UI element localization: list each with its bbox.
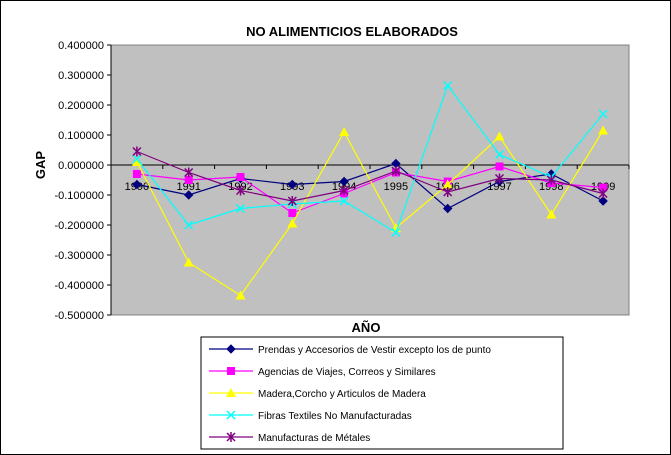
y-tick-label: -0.200000 <box>54 220 104 232</box>
legend-marker <box>226 344 236 354</box>
y-tick-label: 0.300000 <box>58 70 104 82</box>
data-point <box>287 218 298 228</box>
legend-entry: Manufacturas de Métales <box>209 432 370 444</box>
legend-entry: Fibras Textiles No Manufacturadas <box>209 410 412 422</box>
legend-label: Fibras Textiles No Manufacturadas <box>258 411 412 422</box>
legend-entry: Agencias de Viajes, Correos y Similares <box>209 367 436 378</box>
data-point <box>599 183 608 192</box>
data-point <box>495 162 504 171</box>
data-point <box>132 154 142 164</box>
data-point <box>442 203 453 214</box>
legend-label: Manufacturas de Métales <box>258 433 370 444</box>
marker-stroke <box>235 203 246 214</box>
legend-label: Madera,Corcho y Articulos de Madera <box>258 389 426 400</box>
data-point <box>391 166 401 176</box>
x-tick-label: 1991 <box>176 181 200 193</box>
data-point <box>443 80 453 91</box>
y-tick-label: -0.300000 <box>54 250 104 262</box>
legend-marker <box>226 388 236 397</box>
x-tick-label: 1997 <box>487 181 511 193</box>
data-point <box>546 209 557 219</box>
data-point <box>235 185 246 196</box>
series-line <box>136 84 604 234</box>
data-point <box>132 170 141 178</box>
series-5 <box>132 146 608 206</box>
data-point <box>235 203 246 214</box>
legend-entry: Prendas y Accesorios de Vestir excepto l… <box>209 344 491 356</box>
legend-marker <box>226 410 236 420</box>
y-tick-label: -0.400000 <box>54 280 104 292</box>
x-axis-title: AÑO <box>352 320 381 335</box>
data-point <box>235 290 246 300</box>
y-axis-title: GAP <box>33 151 48 180</box>
marker-stroke <box>494 149 505 160</box>
series-line <box>136 150 604 202</box>
marker-stroke <box>226 410 236 420</box>
marker-stroke <box>184 220 194 230</box>
data-point <box>598 188 608 199</box>
legend-entry: Madera,Corcho y Articulos de Madera <box>209 388 426 400</box>
x-axis-tick-labels: 1990199119921993199419951996199719981999 <box>125 181 616 193</box>
data-point <box>339 196 349 206</box>
legend-label: Agencias de Viajes, Correos y Similares <box>258 367 436 378</box>
marker-stroke <box>339 196 349 206</box>
legend-marker <box>226 432 236 442</box>
marker-stroke <box>132 154 142 164</box>
data-point <box>442 179 453 189</box>
data-point <box>287 196 297 206</box>
x-tick-label: 1995 <box>384 181 408 193</box>
data-point <box>184 220 194 230</box>
y-tick-label: 0.200000 <box>58 100 104 112</box>
series-line <box>136 162 604 210</box>
chart-title: NO ALIMENTICIOS ELABORADOS <box>246 24 458 39</box>
y-tick-label: 0.000000 <box>58 160 104 172</box>
legend-entries: Prendas y Accesorios de Vestir excepto l… <box>209 344 491 444</box>
data-point <box>494 131 505 141</box>
series-group <box>131 80 609 300</box>
data-point <box>183 190 194 200</box>
y-tick-label: -0.100000 <box>54 190 104 202</box>
data-point <box>598 196 608 206</box>
series-4 <box>132 80 608 238</box>
data-point <box>287 179 298 190</box>
marker-stroke <box>391 227 401 238</box>
data-point <box>184 176 193 184</box>
marker-stroke <box>598 109 608 119</box>
data-point <box>339 185 349 196</box>
y-tick-label: 0.400000 <box>58 40 104 52</box>
legend-label: Prendas y Accesorios de Vestir excepto l… <box>258 345 491 356</box>
legend <box>200 336 564 450</box>
data-point <box>494 149 505 160</box>
data-point <box>546 175 556 185</box>
y-axis-ticks: 0.400000 0.300000 0.200000 0.100000 0.000000… <box>54 40 630 322</box>
data-point <box>443 187 453 197</box>
legend-marker <box>227 367 235 375</box>
data-point <box>132 179 142 190</box>
data-point <box>183 257 194 267</box>
data-point <box>339 127 350 136</box>
y-tick-label: 0.100000 <box>58 130 104 142</box>
data-point <box>288 209 297 217</box>
data-point <box>131 157 142 166</box>
data-point <box>236 173 245 181</box>
data-point <box>598 125 609 135</box>
data-point <box>494 173 505 184</box>
data-point <box>184 167 194 178</box>
data-point <box>391 227 401 238</box>
y-tick-label: -0.500000 <box>54 310 104 322</box>
series-line <box>136 130 604 297</box>
data-point <box>598 109 608 119</box>
series-3 <box>131 125 609 300</box>
marker-stroke <box>443 80 453 91</box>
data-point <box>132 146 142 157</box>
